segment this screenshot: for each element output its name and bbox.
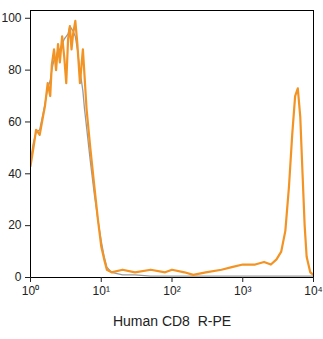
svg-text:Human CD8 R-PE: Human CD8 R-PE <box>113 313 231 329</box>
svg-text:10³: 10³ <box>234 284 251 298</box>
svg-text:10⁴: 10⁴ <box>304 284 323 298</box>
svg-text:10²: 10² <box>163 284 180 298</box>
svg-text:40: 40 <box>8 167 22 181</box>
svg-text:60: 60 <box>8 115 22 129</box>
svg-text:20: 20 <box>8 218 22 232</box>
svg-text:10¹: 10¹ <box>93 284 110 298</box>
svg-text:100: 100 <box>1 11 21 25</box>
svg-text:10⁰: 10⁰ <box>22 284 39 298</box>
svg-text:0: 0 <box>15 270 22 284</box>
svg-text:80: 80 <box>8 63 22 77</box>
